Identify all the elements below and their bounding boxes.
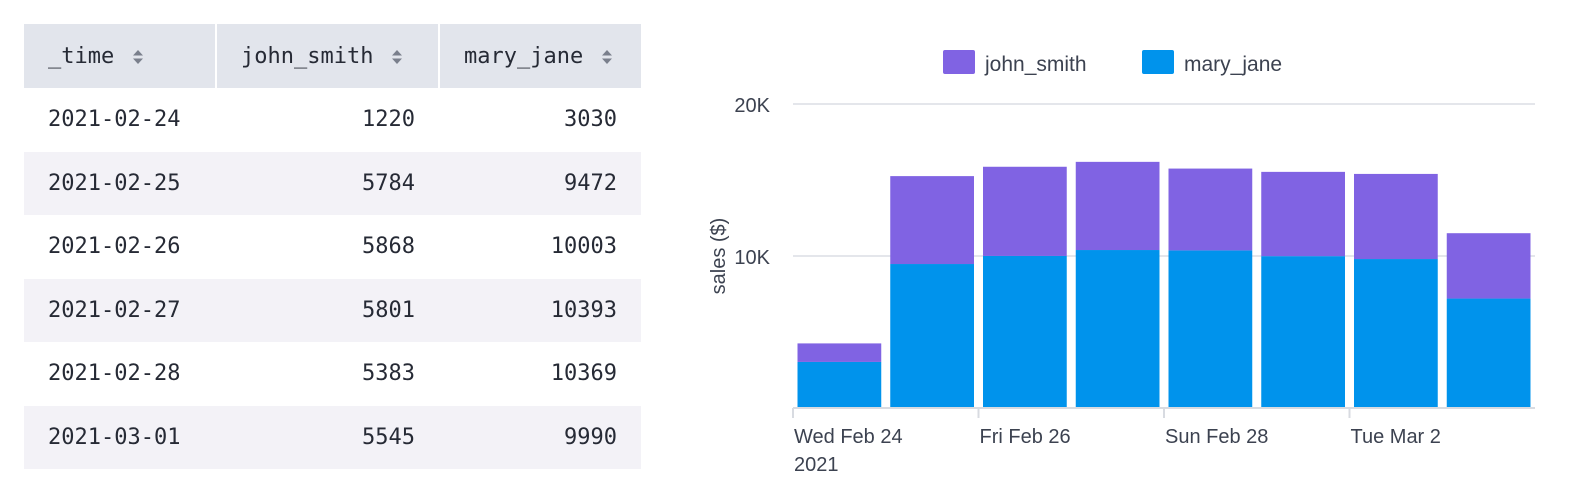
table-row: 2021-02-25 5784 9472 bbox=[24, 151, 641, 215]
cell-time: 2021-03-01 bbox=[24, 405, 216, 469]
column-header-john-smith[interactable]: john_smith bbox=[216, 24, 440, 88]
x-tick-label: Tue Mar 2 bbox=[1351, 426, 1441, 448]
bar-john-smith bbox=[890, 176, 974, 265]
bar-john-smith bbox=[1261, 171, 1345, 257]
cell-time: 2021-02-28 bbox=[48, 361, 181, 387]
cell-john-smith: 5383 bbox=[362, 361, 415, 387]
legend-swatch bbox=[943, 50, 975, 74]
x-tick-label: Fri Feb 26 bbox=[980, 426, 1071, 448]
column-header-label: _time bbox=[48, 43, 115, 69]
table-row: 2021-02-26 5868 10003 bbox=[24, 215, 641, 279]
sort-icon[interactable] bbox=[391, 47, 403, 67]
bar-mary-jane bbox=[797, 361, 882, 408]
cell-time: 2021-02-26 bbox=[48, 234, 181, 260]
column-header-label: mary_jane bbox=[464, 43, 584, 69]
cell-time: 2021-02-24 bbox=[48, 107, 181, 133]
bar-john-smith bbox=[983, 166, 1067, 256]
y-tick-label: 10K bbox=[734, 247, 770, 269]
sort-icon[interactable] bbox=[132, 47, 144, 67]
column-header-label: john_smith bbox=[241, 43, 374, 69]
table-row: 2021-02-28 5383 10369 bbox=[24, 342, 641, 406]
legend-swatch bbox=[1142, 50, 1174, 74]
bar-john-smith bbox=[797, 343, 882, 362]
column-header-mary-jane[interactable]: mary_jane bbox=[439, 24, 641, 88]
bar-mary-jane bbox=[1261, 256, 1345, 408]
bar-john-smith bbox=[1354, 173, 1438, 260]
cell-mary-jane: 10003 bbox=[550, 234, 617, 260]
y-tick-label: 20K bbox=[734, 95, 770, 117]
cell-mary-jane: 3030 bbox=[564, 107, 617, 133]
sort-icon[interactable] bbox=[601, 47, 613, 67]
bar-mary-jane bbox=[1168, 250, 1253, 408]
cell-mary-jane: 9990 bbox=[439, 405, 641, 469]
bar-mary-jane bbox=[1075, 250, 1160, 408]
stacked-bar-chart: 10K 20K sales ($) Wed Feb 24 2021 Fri Feb 26 S… bbox=[708, 50, 1535, 476]
cell-john-smith: 5784 bbox=[216, 151, 439, 215]
table-row: 2021-02-27 5801 10393 bbox=[24, 278, 641, 342]
table-row: 2021-02-24 1220 3030 bbox=[24, 88, 641, 152]
bar-mary-jane bbox=[983, 255, 1067, 408]
cell-time: 2021-02-25 bbox=[24, 151, 216, 215]
x-tick-label: Sun Feb 28 bbox=[1165, 426, 1268, 448]
bar-mary-jane bbox=[1354, 259, 1438, 408]
data-table: _time john_smith mary_jane 2021-02-24 12… bbox=[24, 24, 641, 469]
column-header-time[interactable]: _time bbox=[24, 24, 217, 88]
bar-mary-jane bbox=[1446, 298, 1531, 408]
bar-mary-jane bbox=[890, 264, 974, 408]
cell-john-smith: 1220 bbox=[362, 107, 415, 133]
legend-label: mary_jane bbox=[1184, 53, 1282, 76]
cell-mary-jane: 9472 bbox=[439, 151, 641, 215]
table-header-row: _time john_smith mary_jane bbox=[24, 24, 641, 88]
cell-john-smith: 5868 bbox=[362, 234, 415, 260]
cell-mary-jane: 10369 bbox=[550, 361, 617, 387]
x-tick-label: Wed Feb 24 bbox=[794, 426, 903, 448]
cell-john-smith: 5801 bbox=[216, 278, 439, 342]
y-axis-label: sales ($) bbox=[708, 218, 730, 295]
table-row: 2021-03-01 5545 9990 bbox=[24, 405, 641, 469]
bar-john-smith bbox=[1168, 168, 1253, 251]
cell-time: 2021-02-27 bbox=[24, 278, 216, 342]
bar-john-smith bbox=[1075, 161, 1160, 251]
legend-label: john_smith bbox=[984, 53, 1087, 76]
cell-mary-jane: 10393 bbox=[439, 278, 641, 342]
x-tick-sublabel: 2021 bbox=[794, 454, 839, 476]
bar-john-smith bbox=[1446, 233, 1531, 299]
cell-john-smith: 5545 bbox=[216, 405, 439, 469]
